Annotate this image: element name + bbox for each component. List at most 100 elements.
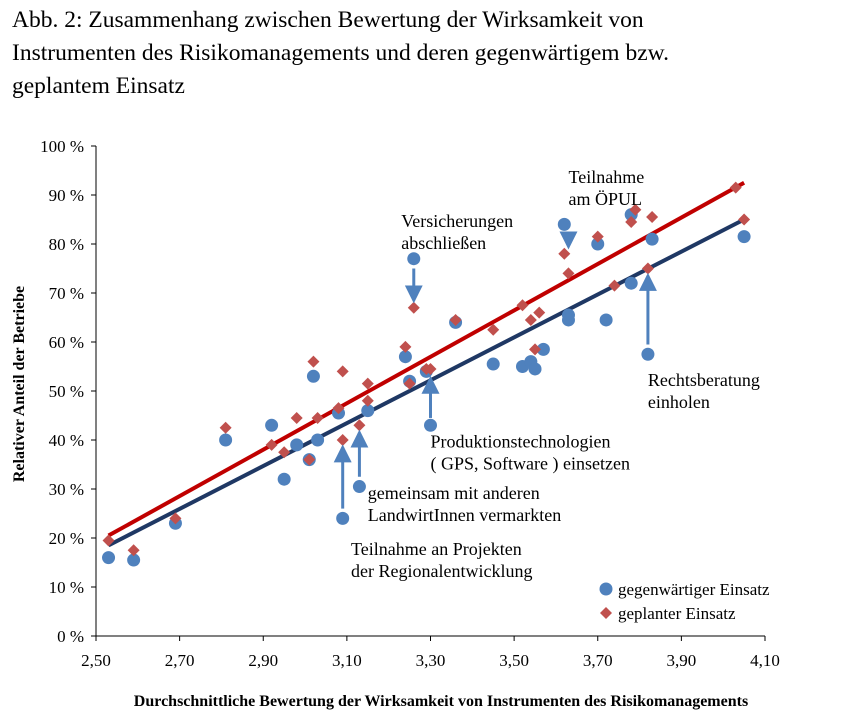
planned-point xyxy=(219,421,232,434)
planned-point xyxy=(307,355,320,368)
planned-point xyxy=(361,394,374,407)
y-tick-label: 70 % xyxy=(49,284,84,303)
y-tick-label: 50 % xyxy=(49,382,84,401)
legend-current-marker xyxy=(599,582,613,596)
annotation-label: Rechtsberatung xyxy=(648,370,760,390)
planned-point xyxy=(641,262,654,275)
current-point xyxy=(306,369,320,383)
x-tick-label: 3,50 xyxy=(499,651,529,670)
current-point xyxy=(599,313,613,327)
planned-point xyxy=(629,203,642,216)
current-point xyxy=(127,553,141,567)
annotation-label: Produktionstechnologien xyxy=(431,431,611,451)
planned-point xyxy=(524,313,537,326)
planned-point xyxy=(558,247,571,260)
annotation-label: LandwirtInnen vermarkten xyxy=(368,505,561,525)
current-point xyxy=(528,362,542,376)
title-line-2: Instrumenten des Risikomanagements und d… xyxy=(12,40,669,66)
planned-point xyxy=(278,446,291,459)
y-axis-label: Relativer Anteil der Betriebe xyxy=(11,286,28,482)
planned-point xyxy=(562,267,575,280)
chart-axes: 0 % 10 % 20 % 30 % 40 % 50 % 60 % 70 % 80 % 90 % 1… xyxy=(40,137,780,670)
current-point xyxy=(536,342,550,356)
x-axis-label: Durchschnittliche Bewertung der Wirksamk… xyxy=(134,693,748,710)
x-tick-label: 4,10 xyxy=(750,651,780,670)
current-point xyxy=(290,438,304,452)
planned-point xyxy=(102,534,115,547)
chart-title: Abb. 2: Zusammenhang zwischen Bewertung … xyxy=(12,4,827,103)
legend-planned-label: geplanter Einsatz xyxy=(618,604,736,623)
annotation-label: Teilnahme xyxy=(568,167,644,187)
planned-point xyxy=(336,365,349,378)
planned-point xyxy=(311,411,324,424)
x-tick-label: 3,30 xyxy=(416,651,446,670)
annotation-label: ( GPS, Software ) einsetzen xyxy=(431,453,630,474)
x-tick-label: 2,70 xyxy=(165,651,195,670)
planned-point xyxy=(403,377,416,390)
planned-point xyxy=(608,279,621,292)
planned-point xyxy=(529,343,542,356)
annotation-label: Versicherungen xyxy=(401,211,513,231)
x-tick-label: 3,70 xyxy=(583,651,613,670)
current-point xyxy=(277,472,291,486)
legend: gegenwärtiger Einsatz geplanter Einsatz xyxy=(599,580,770,623)
legend-planned-marker xyxy=(600,607,612,619)
x-tick-label: 3,10 xyxy=(332,651,362,670)
y-tick-label: 0 % xyxy=(57,627,84,646)
planned-point xyxy=(625,215,638,228)
current-point xyxy=(641,347,655,361)
x-tick-label: 2,50 xyxy=(81,651,111,670)
current-point xyxy=(311,433,325,447)
title-line-1: Abb. 2: Zusammenhang zwischen Bewertung … xyxy=(12,7,644,33)
current-point xyxy=(591,237,605,251)
y-tick-label: 20 % xyxy=(49,529,84,548)
annotation-label: am ÖPUL xyxy=(568,189,642,209)
current-point xyxy=(407,252,421,266)
y-tick-label: 10 % xyxy=(49,578,84,597)
planned-point xyxy=(353,419,366,432)
planned-point xyxy=(290,411,303,424)
planned-point xyxy=(127,544,140,557)
y-tick-label: 30 % xyxy=(49,480,84,499)
current-point xyxy=(737,230,751,244)
planned-point xyxy=(332,402,345,415)
current-point xyxy=(645,232,659,246)
trendline-planned xyxy=(107,181,746,538)
planned-point xyxy=(361,377,374,390)
planned-point xyxy=(738,213,751,226)
x-tick-label: 2,90 xyxy=(248,651,278,670)
current-point xyxy=(219,433,233,447)
current-point xyxy=(424,418,437,432)
y-tick-label: 100 % xyxy=(40,137,84,156)
annotation-label: abschließen xyxy=(401,233,486,253)
planned-point xyxy=(407,301,420,314)
annotation-label: Teilnahme an Projekten xyxy=(351,539,522,559)
planned-point xyxy=(169,512,182,525)
planned-point xyxy=(729,181,742,194)
current-point xyxy=(557,217,571,231)
planned-point xyxy=(449,313,462,326)
planned-point xyxy=(646,211,659,224)
current-point xyxy=(265,418,279,432)
planned-point xyxy=(516,299,529,312)
planned-point xyxy=(487,323,500,336)
y-tick-label: 60 % xyxy=(49,333,84,352)
current-point xyxy=(624,276,638,290)
planned-point xyxy=(399,340,412,353)
planned-point xyxy=(424,362,437,375)
planned-point xyxy=(265,438,278,451)
y-tick-label: 80 % xyxy=(49,235,84,254)
current-point xyxy=(361,404,375,418)
planned-point xyxy=(303,453,316,466)
annotation-label: der Regionalentwicklung xyxy=(351,561,532,581)
y-tick-label: 40 % xyxy=(49,431,84,450)
annotation-label: einholen xyxy=(648,392,710,412)
planned-point xyxy=(591,230,604,243)
planned-point xyxy=(533,306,546,319)
title-line-3: geplantem Einsatz xyxy=(12,73,185,99)
series-planned-points xyxy=(102,181,751,557)
current-point xyxy=(102,551,116,565)
x-tick-label: 3,90 xyxy=(667,651,697,670)
